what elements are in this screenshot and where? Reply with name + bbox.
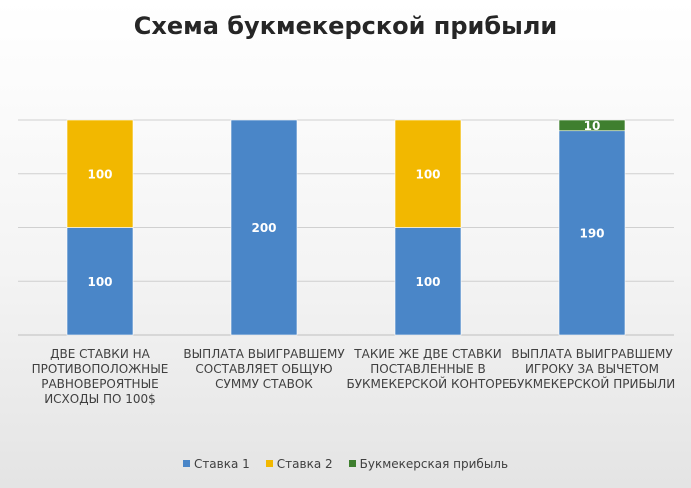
category-label-3: ТАКИЕ ЖЕ ДВЕ СТАВКИ ПОСТАВЛЕННЫЕ В БУКМЕ… [346, 347, 510, 391]
data-label-4-series-3: 10 [584, 119, 601, 133]
legend-item-2: Ставка 2 [265, 457, 333, 471]
data-label-3-series-2: 100 [415, 167, 440, 181]
data-label-1-series-2: 100 [87, 167, 112, 181]
data-label-4-series-1: 190 [579, 226, 604, 240]
legend-label-2: Ставка 2 [276, 457, 333, 471]
legend-item-3: Букмекерская прибыль [348, 457, 509, 471]
legend-item-1: Ставка 1 [182, 457, 250, 471]
bar-3-series-1 [394, 227, 462, 336]
category-label-2: ВЫПЛАТА ВЫИГРАВШЕМУ СОСТАВЛЯЕТ ОБЩУЮ СУМ… [183, 347, 345, 391]
bar-1-series-2 [66, 119, 134, 228]
legend-swatch-1 [182, 460, 190, 467]
bar-2-series-1 [230, 119, 298, 336]
legend-swatch-3 [348, 460, 356, 467]
bar-3-series-2 [394, 119, 462, 228]
category-label-1: ДВЕ СТАВКИ НА ПРОТИВОПОЛОЖНЫЕ РАВНОВЕРОЯ… [31, 347, 169, 406]
legend-swatch-2 [265, 460, 273, 467]
legend-label-3: Букмекерская прибыль [359, 457, 509, 471]
data-label-2-series-1: 200 [251, 221, 276, 235]
bar-4-series-1 [558, 130, 626, 336]
category-label-4: ВЫПЛАТА ВЫИГРАВШЕМУ ИГРОКУ ЗА ВЫЧЕТОМ БУ… [508, 347, 676, 391]
bar-4-series-3 [558, 119, 626, 132]
legend: Ставка 1 Ставка 2 Букмекерская прибыль [0, 457, 691, 471]
legend-label-1: Ставка 1 [193, 457, 250, 471]
data-label-1-series-1: 100 [87, 275, 112, 289]
chart-title: Схема букмекерской прибыли [133, 12, 558, 40]
bar-1-series-1 [66, 227, 134, 336]
data-label-3-series-1: 100 [415, 275, 440, 289]
